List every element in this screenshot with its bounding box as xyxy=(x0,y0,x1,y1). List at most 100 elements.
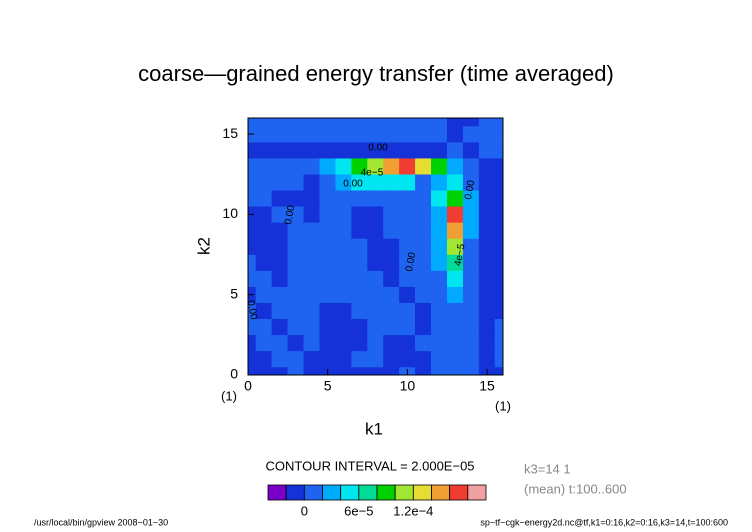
info-line: (mean) t:100..600 xyxy=(524,481,627,496)
contour-cell xyxy=(415,334,432,352)
contour-cell xyxy=(271,157,289,175)
contour-cell xyxy=(494,302,504,320)
contour-cell xyxy=(367,286,384,303)
contour-cell xyxy=(351,318,368,336)
contour-cell xyxy=(271,141,289,159)
contour-cell xyxy=(319,238,336,255)
contour-cell xyxy=(303,238,320,255)
contour-cell xyxy=(415,206,432,223)
contour-cell xyxy=(431,318,448,336)
contour-cell xyxy=(367,318,384,336)
contour-cell xyxy=(494,286,504,303)
contour-cell xyxy=(303,190,320,207)
colorbar-box xyxy=(267,484,287,501)
contour-label: 0.00 xyxy=(283,204,297,226)
contour-cell xyxy=(462,254,480,271)
contour-cell xyxy=(247,254,257,271)
contour-cell xyxy=(383,190,400,207)
contour-label: 4e−5 xyxy=(361,168,384,179)
contour-cell xyxy=(399,334,416,352)
contour-cell xyxy=(319,141,336,159)
contour-cell xyxy=(478,125,496,143)
contour-cell xyxy=(271,286,289,303)
contour-cell xyxy=(462,206,480,223)
y-axis-label: k2 xyxy=(194,237,213,255)
contour-cell xyxy=(415,350,432,368)
contour-cell xyxy=(351,270,368,287)
contour-cell xyxy=(303,350,320,368)
contour-cell xyxy=(399,302,416,320)
contour-cell xyxy=(335,318,352,336)
contour-cell xyxy=(319,206,336,223)
contour-cell xyxy=(287,366,305,376)
contour-cell xyxy=(478,286,496,303)
x-axis-label: k1 xyxy=(365,419,383,438)
colorbar-label: 6e−5 xyxy=(344,503,373,518)
contour-cell xyxy=(478,206,496,223)
contour-cell xyxy=(383,222,400,239)
contour-cell xyxy=(462,125,480,143)
contour-cell xyxy=(255,334,273,352)
contour-cell xyxy=(351,190,368,207)
contour-cell xyxy=(415,254,432,271)
y-tick-label: 15 xyxy=(222,125,238,141)
contour-cell xyxy=(271,254,289,271)
colorbar-box xyxy=(412,484,432,501)
contour-cell xyxy=(383,157,400,175)
colorbar-box xyxy=(340,484,360,501)
contour-cell xyxy=(367,366,384,376)
contour-cell xyxy=(494,125,504,143)
contour-label: 0.00 xyxy=(245,299,259,321)
contour-cell xyxy=(478,117,496,127)
contour-cell xyxy=(415,366,432,376)
contour-cell xyxy=(415,238,432,255)
contour-cell xyxy=(494,141,504,159)
contour-cell xyxy=(431,302,448,320)
contour-cell xyxy=(255,366,273,376)
contour-label: 0.00 xyxy=(343,179,363,190)
contour-cell xyxy=(431,173,448,191)
contour-cell xyxy=(478,238,496,255)
x-tick-label: 5 xyxy=(324,378,332,394)
contour-cell xyxy=(351,206,368,223)
contour-cell xyxy=(319,117,336,127)
contour-cell xyxy=(287,254,305,271)
contour-cell xyxy=(351,366,368,376)
colorbar-box xyxy=(376,484,396,501)
contour-label: 0.00 xyxy=(404,251,418,273)
contour-cell xyxy=(351,286,368,303)
contour-cell xyxy=(399,286,416,303)
contour-cell xyxy=(271,270,289,287)
contour-cell xyxy=(287,270,305,287)
contour-cell xyxy=(383,125,400,143)
contour-cell xyxy=(335,286,352,303)
contour-cell xyxy=(319,157,336,175)
contour-cell xyxy=(335,270,352,287)
contour-cell xyxy=(367,222,384,239)
contour-cell xyxy=(383,254,400,271)
contour-cell xyxy=(319,222,336,239)
contour-cell xyxy=(319,254,336,271)
contour-cell xyxy=(383,238,400,255)
colorbar-box xyxy=(303,484,323,501)
x-corner-label: (1) xyxy=(221,388,237,403)
contour-cell xyxy=(478,270,496,287)
contour-cell xyxy=(287,125,305,143)
contour-cell xyxy=(367,190,384,207)
contour-cell xyxy=(303,141,320,159)
contour-cell xyxy=(494,350,504,368)
plot-frame xyxy=(247,117,504,376)
contour-cell xyxy=(303,254,320,271)
contour-cell xyxy=(335,254,352,271)
contour-cell xyxy=(271,125,289,143)
contour-cell xyxy=(478,254,496,271)
contour-cell xyxy=(399,157,416,175)
contour-cell xyxy=(415,190,432,207)
contour-cell xyxy=(462,318,480,336)
contour-cell xyxy=(446,270,464,287)
contour-cell xyxy=(415,173,432,191)
contour-cell xyxy=(494,254,504,271)
contour-cell xyxy=(271,190,289,207)
contour-cell xyxy=(446,173,464,191)
contour-cell xyxy=(478,302,496,320)
